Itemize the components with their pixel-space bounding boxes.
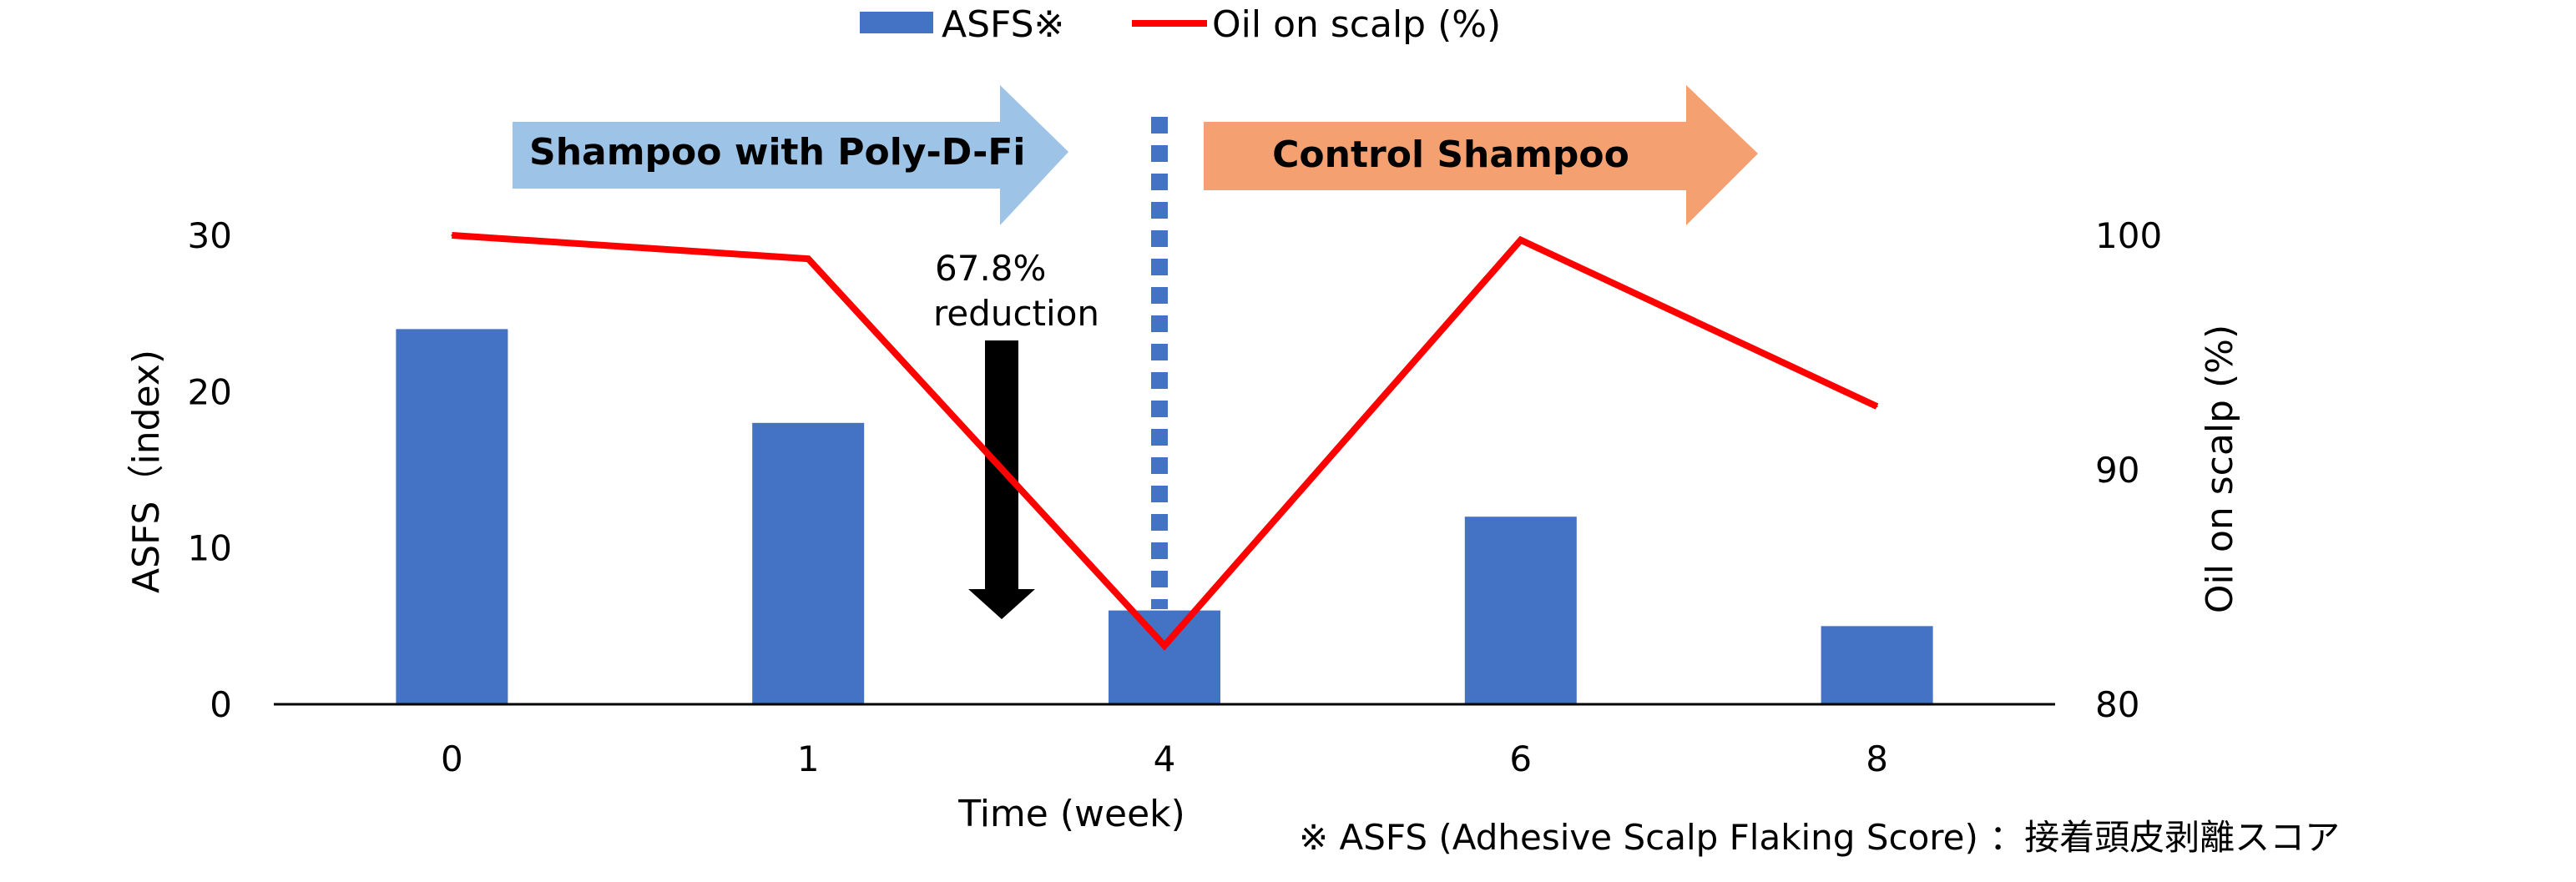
phase1-arrow-shape [513,85,1068,225]
x-axis: 0 1 4 6 8 [441,738,1888,779]
left-axis: 0 10 20 30 [188,215,232,725]
bar-1 [752,422,865,704]
right-tick-label: 90 [2095,450,2139,491]
right-tick-label: 80 [2095,684,2139,725]
bar-4 [1109,610,1220,704]
oil-point-1 [807,258,810,260]
oil-point-6 [1519,239,1522,241]
down-arrow-icon [968,340,1035,619]
legend-label-oil: Oil on scalp (%) [1212,3,1501,46]
right-axis: 80 90 100 [2095,215,2162,725]
x-tick-label: 1 [797,738,820,779]
reduction-annotation: 67.8% reduction [933,248,1099,619]
phase2-label: Control Shampoo [1272,134,1629,176]
bar-8 [1821,626,1933,704]
x-tick-label: 0 [441,738,463,779]
bar-0 [396,329,508,704]
phase1-label: Shampoo with Poly-D-Fi [529,131,1025,174]
legend-label-asfs: ASFS※ [942,3,1064,46]
oil-point-4 [1164,644,1165,647]
right-tick-label: 100 [2095,215,2162,256]
legend: ASFS※ Oil on scalp (%) [860,3,1501,46]
phase1-banner: Shampoo with Poly-D-Fi [513,85,1068,225]
left-tick-label: 10 [188,528,232,569]
reduction-label: reduction [933,293,1099,334]
line-series [451,232,1879,651]
left-axis-title: ASFS（index) [125,350,168,593]
oil-point-0 [451,234,453,236]
left-tick-label: 30 [188,215,232,256]
phase2-banner: Control Shampoo [1204,85,1758,225]
legend-swatch-asfs [860,12,933,33]
x-tick-label: 8 [1866,738,1888,779]
x-tick-label: 4 [1154,738,1176,779]
left-tick-label: 0 [210,684,232,725]
left-tick-label: 20 [188,371,232,412]
reduction-percent: 67.8% [935,248,1046,289]
bar-series [396,329,1933,704]
footnote: ※ ASFS (Adhesive Scalp Flaking Score) ：接… [1299,817,2340,858]
phase2-arrow-shape [1204,85,1758,225]
bar-6 [1464,517,1577,704]
oil-point-8 [1876,406,1878,408]
x-axis-title: Time (week) [957,793,1185,835]
x-tick-label: 6 [1509,738,1532,779]
right-axis-title: Oil on scalp (%) [2199,325,2241,613]
